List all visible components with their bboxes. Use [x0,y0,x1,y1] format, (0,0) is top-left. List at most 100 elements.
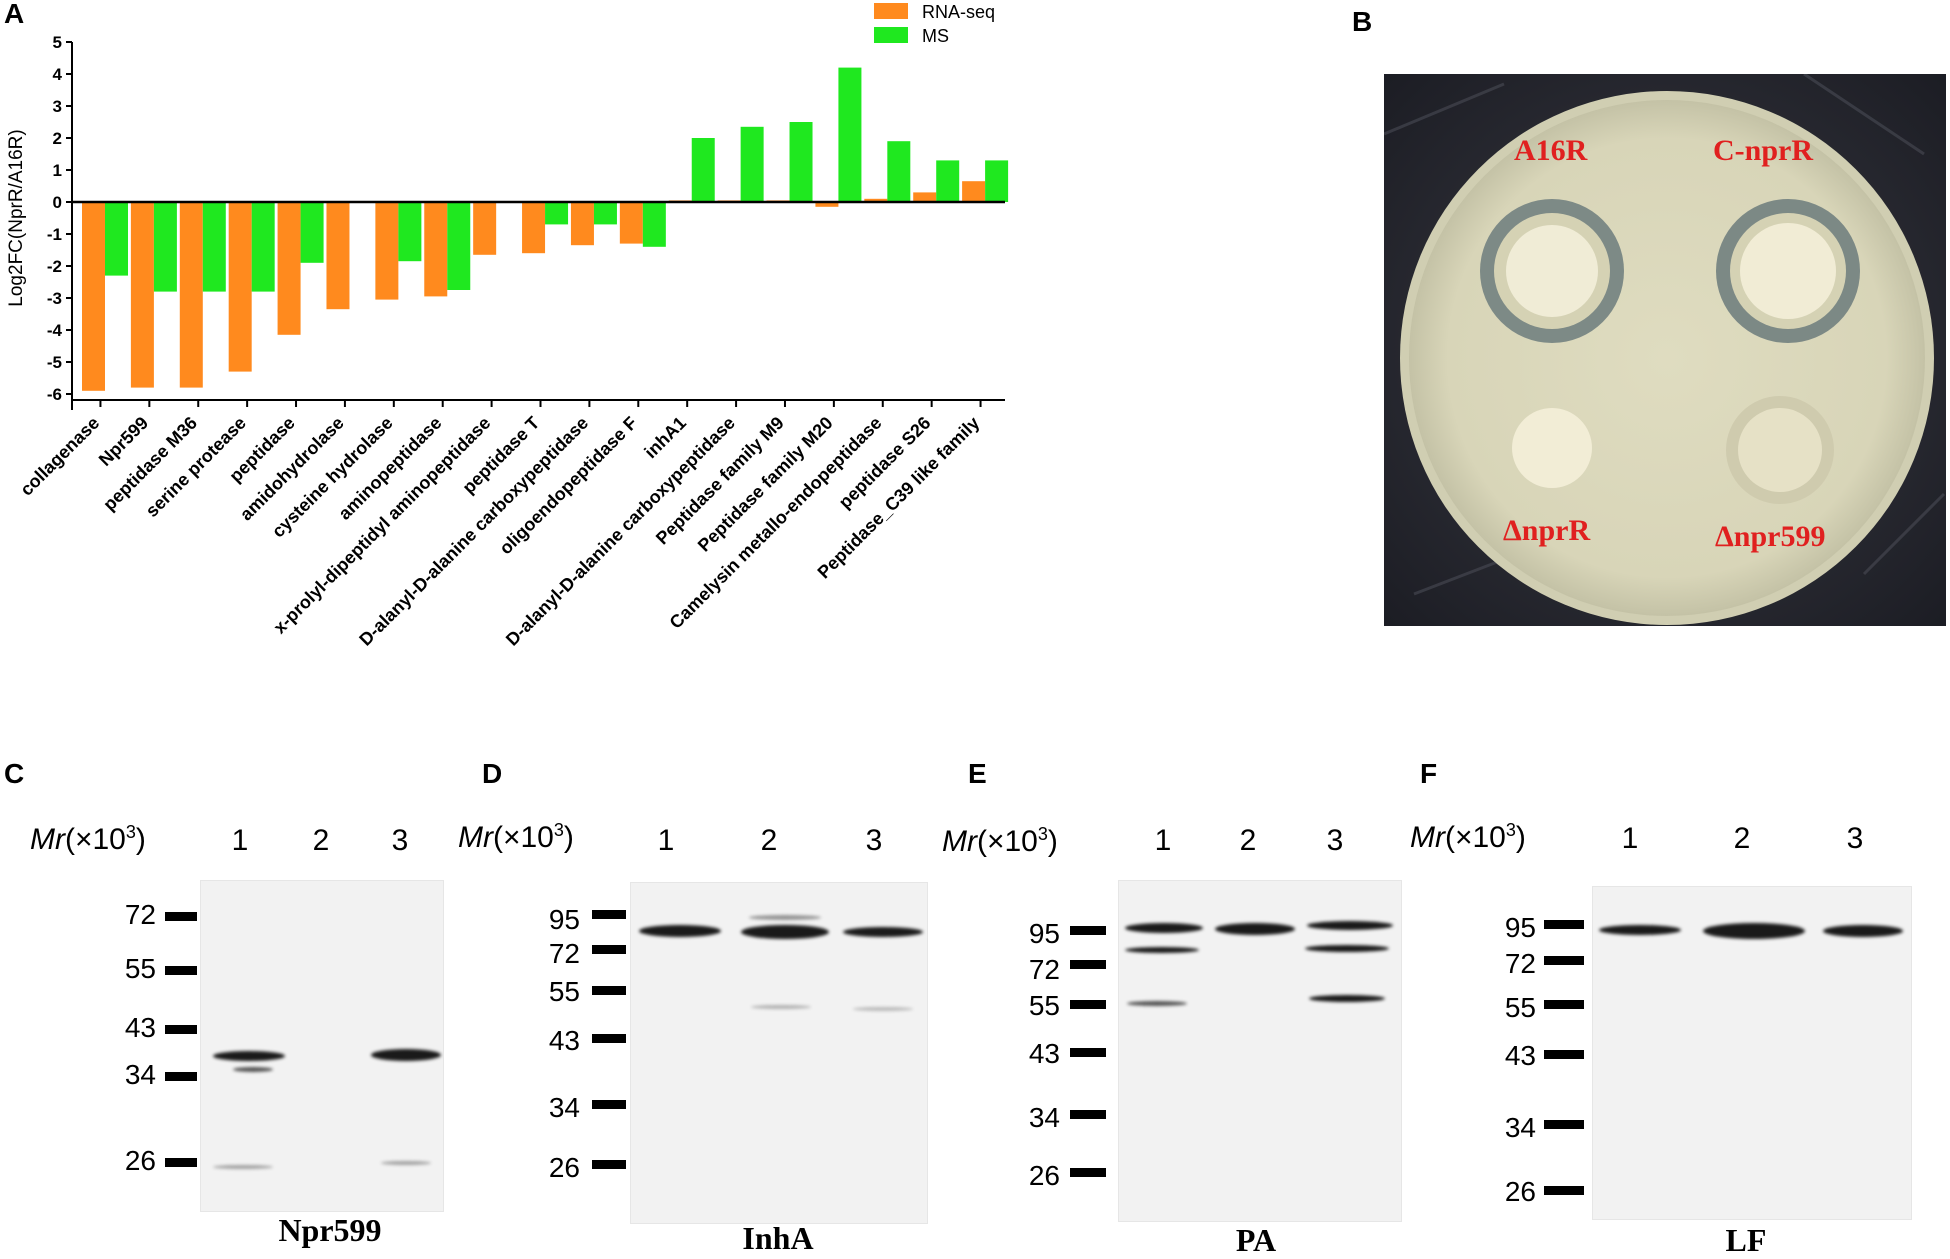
marker-label: 55 [548,976,580,1007]
colony-dnpr599 [1738,408,1822,492]
marker-bar [592,945,626,954]
lane-label-1: 1 [1154,824,1172,857]
band [371,1049,441,1061]
marker-bar [592,986,626,995]
bar-rnaseq [913,192,937,202]
x-tick-label: D-alanyl-D-alanine carboxypeptidase [355,413,592,650]
band [1703,923,1805,939]
marker-label: 95 [1028,918,1060,949]
y-tick-label: -3 [47,289,62,308]
y-tick-label: -1 [47,225,62,244]
marker-bar [1070,1000,1106,1009]
marker-bar [1544,1050,1584,1059]
panel-c-letter: C [4,758,25,789]
band [853,1007,913,1011]
marker-label: 55 [1028,990,1060,1021]
bar-rnaseq [82,202,105,391]
band [381,1161,431,1165]
bar-ms [398,202,422,262]
marker-label: 34 [1504,1112,1536,1143]
lane-label-3: 3 [1326,824,1344,857]
marker-bar [1544,956,1584,965]
bar-rnaseq [375,202,399,300]
blot-title-npr599: Npr599 [278,1212,382,1248]
bar-rnaseq [570,202,594,246]
lane-label-2: 2 [760,824,778,857]
bar-ms [105,202,128,276]
colony-dnprr [1512,408,1592,488]
plate-label-dnprr: ΔnprR [1503,514,1591,547]
marker-label: 55 [1504,992,1536,1023]
band [1305,945,1389,952]
marker-bar [1544,1000,1584,1009]
bar-ms [202,202,226,292]
bar-rnaseq [815,202,839,207]
y-tick-label: 1 [53,161,62,180]
blot-membrane-inha [630,882,928,1224]
marker-label: 72 [548,938,580,969]
y-axis-label: Log2FC(NprR/A16R) [6,129,27,306]
bar-rnaseq [473,202,497,255]
band [213,1051,285,1061]
y-tick-label: 4 [53,65,63,84]
colony-a16r [1506,225,1598,317]
marker-label: 34 [1028,1102,1060,1133]
marker-label: 43 [124,1012,156,1043]
band [1307,921,1393,930]
plate-label-c-nprr: C-nprR [1713,134,1814,167]
marker-bar [165,1072,197,1081]
marker-bar [1544,1186,1584,1195]
marker-label: 26 [124,1145,156,1176]
marker-bar [165,966,197,975]
bar-ms [251,202,275,292]
band [1125,923,1203,933]
y-tick-label: 3 [53,97,62,116]
bar-ms [300,202,324,263]
legend-swatch-rnaseq [874,3,908,19]
marker-label: 72 [1504,948,1536,979]
marker-label: 34 [124,1059,156,1090]
bar-ms [642,202,666,247]
bar-ms [789,122,813,202]
lane-label-1: 1 [657,824,675,857]
marker-bar [1070,1168,1106,1177]
panel-d-letter: D [482,758,503,789]
band [749,915,821,920]
band [741,925,829,939]
lane-label-3: 3 [1846,822,1864,855]
marker-label: 55 [124,953,156,984]
marker-bar [1070,1110,1106,1119]
bar-ms [593,202,617,225]
lane-label-2: 2 [312,824,330,857]
bar-rnaseq [424,202,448,297]
marker-bar [592,1160,626,1169]
panel-a-letter: A [4,0,25,29]
x-tick-label: collagenase [16,413,103,500]
band [843,927,923,937]
lane-label-3: 3 [391,824,409,857]
marker-label: 43 [1028,1038,1060,1069]
band [1215,923,1295,935]
marker-label: 72 [1028,954,1060,985]
marker-bar [165,912,197,921]
bar-ms [936,160,960,202]
agar-surface [1409,100,1925,616]
marker-label: 72 [124,899,156,930]
lane-label-1: 1 [1621,822,1639,855]
marker-label: 43 [548,1025,580,1056]
marker-bar [592,1100,626,1109]
bar-ms [740,126,764,202]
bar-ms [691,138,715,202]
bar-rnaseq [179,202,203,388]
lane-label-2: 2 [1239,824,1257,857]
bar-rnaseq [522,202,546,254]
marker-label: 95 [1504,912,1536,943]
blot-title-pa: PA [1235,1222,1277,1258]
marker-bar [165,1158,197,1167]
band [213,1165,273,1169]
bar-ms [887,141,911,202]
agar-plate-photo [1384,74,1946,626]
bar-rnaseq [326,202,350,310]
y-tick-label: -6 [47,385,62,404]
bar-rnaseq [130,202,154,388]
